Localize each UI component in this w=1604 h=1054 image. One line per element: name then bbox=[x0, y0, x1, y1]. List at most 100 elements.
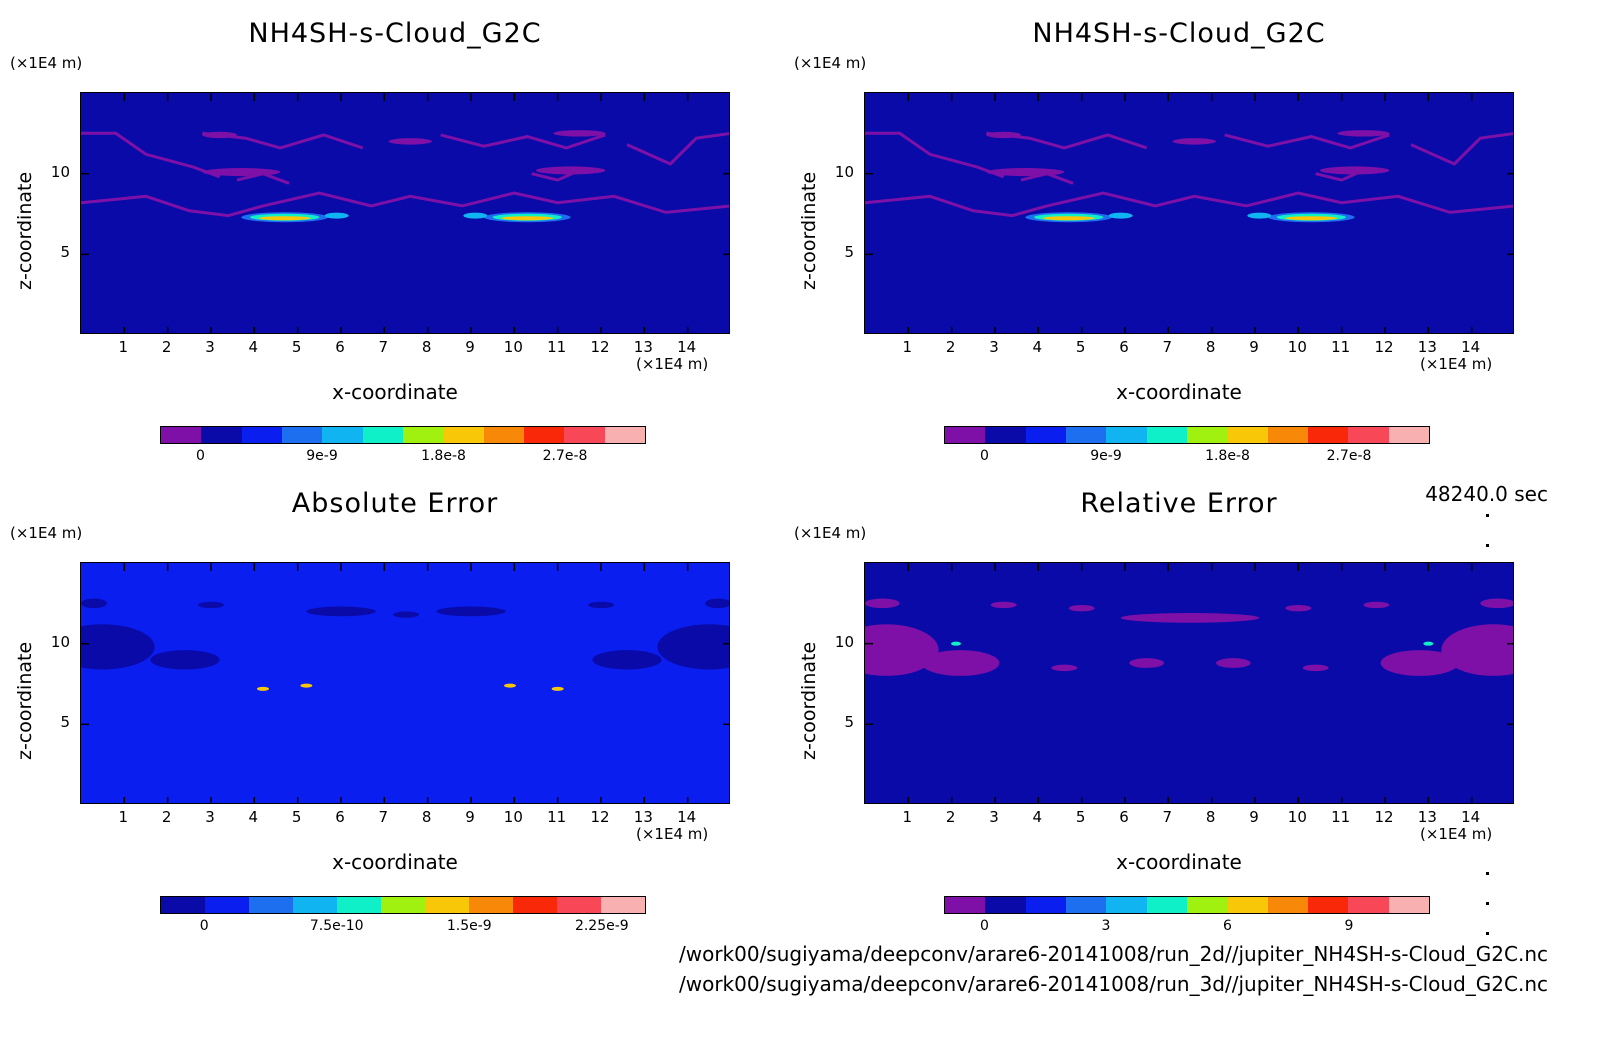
colorbar-segment bbox=[1106, 897, 1147, 913]
y-unit-label: (×1E4 m) bbox=[794, 524, 867, 542]
cloud-small bbox=[463, 212, 488, 219]
error-blob bbox=[592, 650, 662, 670]
x-tick-label: 7 bbox=[378, 808, 389, 826]
chart-title: Relative Error bbox=[1080, 488, 1278, 519]
error-blob bbox=[198, 601, 224, 609]
colorbar-segment bbox=[425, 897, 469, 913]
x-tick-label: 7 bbox=[1162, 808, 1173, 826]
colorbar-tick-label: 2.7e-8 bbox=[542, 448, 588, 464]
x-tick-label: 6 bbox=[335, 808, 345, 826]
x-tick-label: 12 bbox=[1374, 338, 1394, 356]
x-tick-label: 10 bbox=[1287, 338, 1307, 356]
colorbar-segment bbox=[1227, 897, 1268, 913]
cloud-small bbox=[324, 212, 349, 219]
x-tick-label: 10 bbox=[503, 338, 523, 356]
colorbar-segment bbox=[1065, 897, 1107, 913]
y-axis-label: z-coordinate bbox=[14, 641, 36, 760]
colorbar-tick-label: 1.8e-8 bbox=[1205, 448, 1250, 464]
colorbar-segment bbox=[1025, 897, 1066, 913]
x-tick-label: 7 bbox=[378, 338, 389, 356]
colorbar-segment bbox=[381, 897, 425, 913]
y-tick-label: 10 bbox=[834, 162, 854, 181]
error-blob bbox=[1380, 650, 1459, 676]
heatmap-plot-area bbox=[80, 92, 730, 334]
colorbar-segment bbox=[1307, 427, 1349, 443]
colorbar bbox=[944, 896, 1430, 914]
colorbar-tick-label: 9 bbox=[1344, 918, 1354, 934]
x-tick-label: 13 bbox=[633, 338, 653, 356]
cloud-blob bbox=[1172, 138, 1216, 145]
x-tick-label: 3 bbox=[989, 808, 999, 826]
colorbar bbox=[160, 896, 646, 914]
error-blob bbox=[1441, 624, 1513, 676]
error-blob bbox=[1302, 664, 1329, 672]
colorbar-segment bbox=[604, 427, 645, 443]
colorbar-tick-label: 0 bbox=[199, 918, 209, 934]
cloud-blob bbox=[202, 168, 281, 177]
x-tick-label: 5 bbox=[291, 338, 302, 356]
dot-marker bbox=[1486, 514, 1489, 517]
colorbar-segment bbox=[281, 427, 323, 443]
colorbar-tick-label: 9e-9 bbox=[1090, 448, 1122, 464]
file-path-1: /work00/sugiyama/deepconv/arare6-2014100… bbox=[678, 942, 1548, 966]
x-tick-label: 9 bbox=[465, 338, 475, 356]
error-blob bbox=[1363, 601, 1390, 609]
error-blob bbox=[436, 606, 506, 617]
error-blob bbox=[1120, 613, 1260, 623]
x-tick-label: 8 bbox=[421, 338, 432, 356]
y-unit-label: (×1E4 m) bbox=[794, 54, 867, 72]
colorbar-segment bbox=[1186, 897, 1228, 913]
x-tick-label: 1 bbox=[902, 808, 913, 826]
colorbar-segment bbox=[1348, 897, 1389, 913]
x-tick-label: 9 bbox=[465, 808, 475, 826]
x-axis-label: x-coordinate bbox=[1116, 850, 1242, 874]
dot-marker bbox=[1486, 872, 1489, 875]
contour-line bbox=[1410, 132, 1513, 166]
dot-marker bbox=[1486, 932, 1489, 935]
y-unit-label: (×1E4 m) bbox=[10, 524, 83, 542]
y-axis-label: z-coordinate bbox=[14, 171, 36, 290]
error-blob bbox=[921, 650, 1000, 676]
x-tick-label: 2 bbox=[945, 338, 956, 356]
x-tick-label: 11 bbox=[1331, 338, 1351, 356]
colorbar-segment bbox=[161, 427, 202, 443]
x-tick-label: 10 bbox=[503, 808, 523, 826]
cloud-core-inner bbox=[1042, 216, 1095, 221]
x-tick-label: 12 bbox=[590, 338, 610, 356]
y-tick-label: 10 bbox=[834, 632, 854, 651]
y-axis-label: z-coordinate bbox=[798, 171, 820, 290]
panel-bottom-left: Absolute Error (×1E4 m) z-coordinate 5 10 1 2 3… bbox=[0, 470, 790, 960]
colorbar-segment bbox=[1307, 897, 1349, 913]
cloud-blob bbox=[202, 131, 237, 139]
x-tick-label: 2 bbox=[945, 808, 956, 826]
cloud-blob bbox=[1320, 166, 1390, 175]
file-path-2: /work00/sugiyama/deepconv/arare6-2014100… bbox=[678, 972, 1548, 996]
colorbar-segment bbox=[205, 897, 249, 913]
heatmap-background bbox=[81, 563, 729, 803]
contour-line bbox=[865, 131, 1005, 179]
colorbar-tick-label: 0 bbox=[980, 448, 989, 464]
x-tick-label: 7 bbox=[1162, 338, 1173, 356]
error-blob bbox=[1068, 604, 1095, 612]
error-blob bbox=[865, 598, 900, 609]
x-tick-label: 14 bbox=[1461, 808, 1481, 826]
cloud-core-inner bbox=[258, 216, 311, 221]
x-tick-label: 3 bbox=[205, 808, 215, 826]
time-label: 48240.0 sec bbox=[1425, 482, 1548, 506]
colorbar-segment bbox=[1146, 427, 1187, 443]
x-tick-label: 12 bbox=[590, 808, 610, 826]
colorbar-tick-label: 9e-9 bbox=[306, 448, 338, 464]
x-tick-label: 13 bbox=[1417, 808, 1437, 826]
error-blob bbox=[705, 598, 729, 609]
colorbar-segment bbox=[1267, 427, 1308, 443]
x-tick-label: 13 bbox=[633, 808, 653, 826]
colorbar-segment bbox=[293, 897, 337, 913]
error-blob bbox=[588, 601, 614, 609]
error-blob bbox=[657, 624, 729, 670]
error-blob bbox=[306, 606, 376, 617]
x-tick-label: 1 bbox=[118, 338, 129, 356]
x-tick-label: 11 bbox=[1331, 808, 1351, 826]
error-spot bbox=[300, 683, 313, 688]
y-tick-label: 5 bbox=[844, 713, 854, 732]
x-tick-label: 6 bbox=[1119, 808, 1129, 826]
